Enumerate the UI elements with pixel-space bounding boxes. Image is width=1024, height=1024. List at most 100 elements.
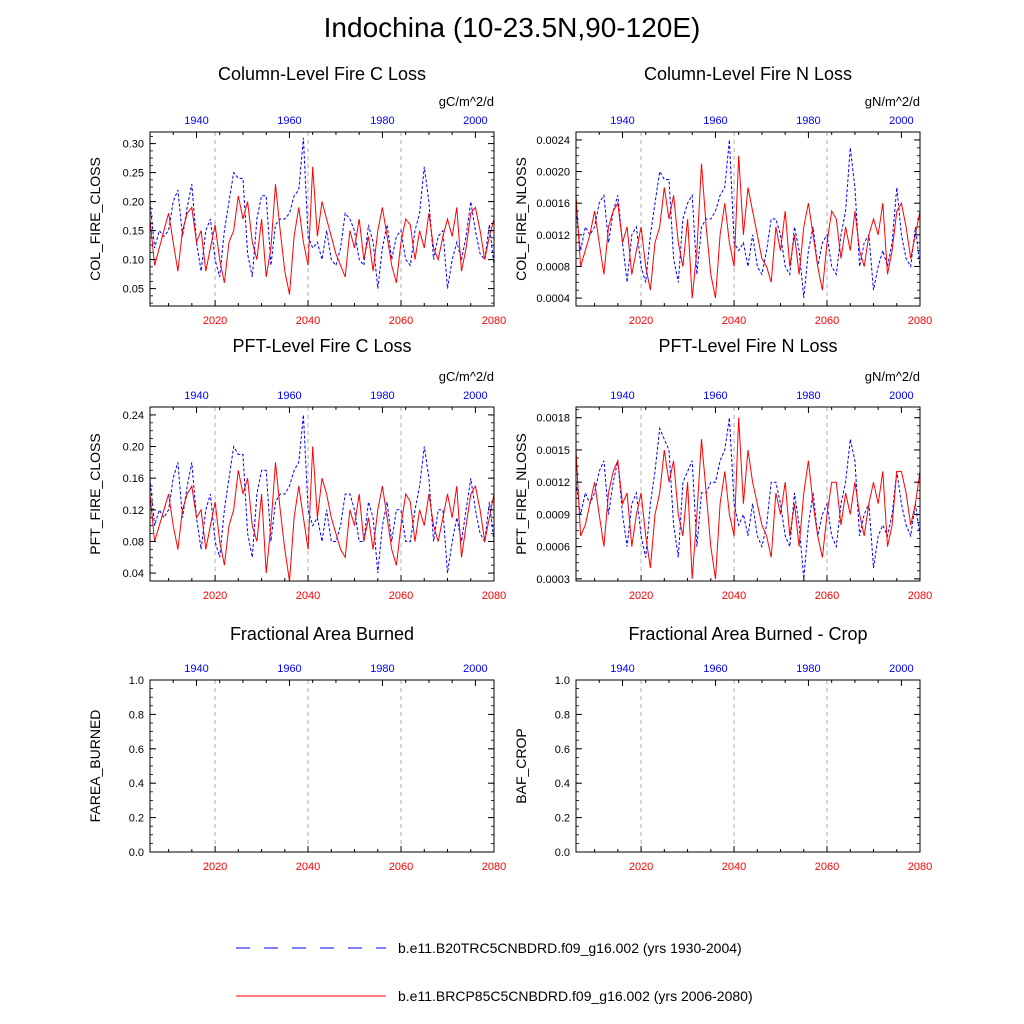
y-tick-label: 0.16 [123,473,144,485]
y-tick-label: 0.12 [123,505,144,517]
x-tick-label-bottom: 2060 [815,315,839,327]
y-tick-label: 0.6 [555,744,570,756]
units-label: gN/m^2/d [865,369,920,384]
x-tick-label-bottom: 2080 [908,861,932,873]
chart-panel: PFT-Level Fire N Loss gN/m^2/d 0.0003 0.000… [513,336,932,602]
series-line-2006-2080 [149,446,495,582]
x-tick-label-top: 1980 [370,115,394,127]
x-tick-label-top: 1940 [610,390,634,402]
x-tick-label-top: 1960 [703,663,727,675]
plot-frame [149,131,495,307]
x-tick-label-bottom: 2060 [389,861,413,873]
chart-title: PFT-Level Fire N Loss [658,336,837,356]
plot-frame [575,679,921,853]
chart-panel: Fractional Area Burned 0.0 0.2 0.4 0.6 0.8 1.0… [87,624,506,873]
x-tick-label-top: 1980 [796,115,820,127]
chart-panel: PFT-Level Fire C Loss gC/m^2/d 0.04 0.08 0.1… [87,336,506,602]
x-tick-label-top: 2000 [889,663,913,675]
x-tick-label-bottom: 2020 [203,861,227,873]
plot-frame [575,406,921,582]
x-tick-label-bottom: 2060 [815,861,839,873]
y-tick-label: 0.0008 [536,261,570,273]
x-tick-label-bottom: 2040 [722,315,746,327]
chart-panel: Column-Level Fire N Loss gN/m^2/d 0.0004 0.… [513,64,932,327]
y-tick-label: 0.20 [123,442,144,454]
x-tick-label-top: 2000 [463,390,487,402]
series-line-1930-2004 [575,139,921,299]
x-tick-label-top: 1980 [796,390,820,402]
y-tick-label: 0.0012 [536,477,570,489]
x-tick-label-top: 1960 [703,390,727,402]
x-tick-label-bottom: 2020 [629,590,653,602]
plot-frame [149,406,495,582]
legend-blue-label: b.e11.B20TRC5CNBDRD.f09_g16.002 (yrs 193… [398,940,742,956]
x-tick-label-bottom: 2020 [629,861,653,873]
x-tick-label-top: 2000 [889,115,913,127]
x-tick-label-bottom: 2020 [203,590,227,602]
y-axis-label: PFT_FIRE_NLOSS [513,433,529,554]
x-tick-label-top: 1940 [184,663,208,675]
y-tick-label: 0.8 [555,709,570,721]
x-tick-label-bottom: 2080 [908,315,932,327]
y-tick-label: 0.0020 [536,167,570,179]
x-tick-label-top: 1940 [184,390,208,402]
x-tick-label-top: 1940 [610,663,634,675]
x-tick-label-top: 2000 [889,390,913,402]
chart-panel: Column-Level Fire C Loss gC/m^2/d 0.05 0.10… [87,64,506,327]
y-tick-label: 0.6 [129,744,144,756]
legend: b.e11.B20TRC5CNBDRD.f09_g16.002 (yrs 193… [236,940,753,1004]
x-tick-label-bottom: 2080 [482,590,506,602]
series-line-2006-2080 [575,155,921,299]
y-tick-label: 0.25 [123,168,144,180]
chart-title: PFT-Level Fire C Loss [232,336,411,356]
y-tick-label: 0.0 [129,847,144,859]
x-tick-label-bottom: 2040 [722,861,746,873]
y-axis-label: BAF_CROP [513,728,529,803]
x-tick-label-top: 1940 [610,115,634,127]
x-tick-label-bottom: 2040 [296,861,320,873]
x-tick-label-top: 1960 [703,115,727,127]
y-tick-label: 0.24 [123,410,144,422]
x-tick-label-bottom: 2040 [296,315,320,327]
plot-frame [149,679,495,853]
y-tick-label: 1.0 [555,675,570,687]
y-axis-label: PFT_FIRE_CLOSS [87,433,103,554]
chart-title: Column-Level Fire N Loss [644,64,852,84]
x-tick-label-top: 1960 [277,390,301,402]
y-tick-label: 0.04 [123,568,144,580]
x-tick-label-top: 1980 [370,390,394,402]
y-tick-label: 0.0024 [536,135,570,147]
y-tick-label: 0.0003 [536,574,570,586]
x-tick-label-top: 1960 [277,663,301,675]
y-tick-label: 0.0006 [536,542,570,554]
chart-title: Fractional Area Burned [230,624,414,644]
x-tick-label-bottom: 2080 [482,315,506,327]
series-line-1930-2004 [149,414,495,574]
y-tick-label: 0.4 [555,778,570,790]
y-axis-label: COL_FIRE_NLOSS [513,157,529,281]
x-tick-label-bottom: 2040 [722,590,746,602]
series-line-1930-2004 [575,417,921,579]
x-tick-label-top: 2000 [463,115,487,127]
x-tick-label-bottom: 2040 [296,590,320,602]
y-tick-label: 1.0 [129,675,144,687]
x-tick-label-bottom: 2020 [203,315,227,327]
y-tick-label: 0.20 [123,197,144,209]
y-tick-label: 0.4 [129,778,144,790]
y-tick-label: 0.0018 [536,413,570,425]
x-tick-label-top: 1980 [796,663,820,675]
x-tick-label-top: 1940 [184,115,208,127]
y-tick-label: 0.8 [129,709,144,721]
x-tick-label-bottom: 2080 [482,861,506,873]
y-tick-label: 0.2 [129,813,144,825]
series-line-2006-2080 [575,417,921,579]
x-tick-label-bottom: 2060 [389,315,413,327]
x-tick-label-bottom: 2080 [908,590,932,602]
chart-title: Column-Level Fire C Loss [218,64,426,84]
series-line-2006-2080 [149,166,495,295]
units-label: gC/m^2/d [439,369,494,384]
units-label: gN/m^2/d [865,94,920,109]
y-tick-label: 0.05 [123,284,144,296]
y-tick-label: 0.0 [555,847,570,859]
